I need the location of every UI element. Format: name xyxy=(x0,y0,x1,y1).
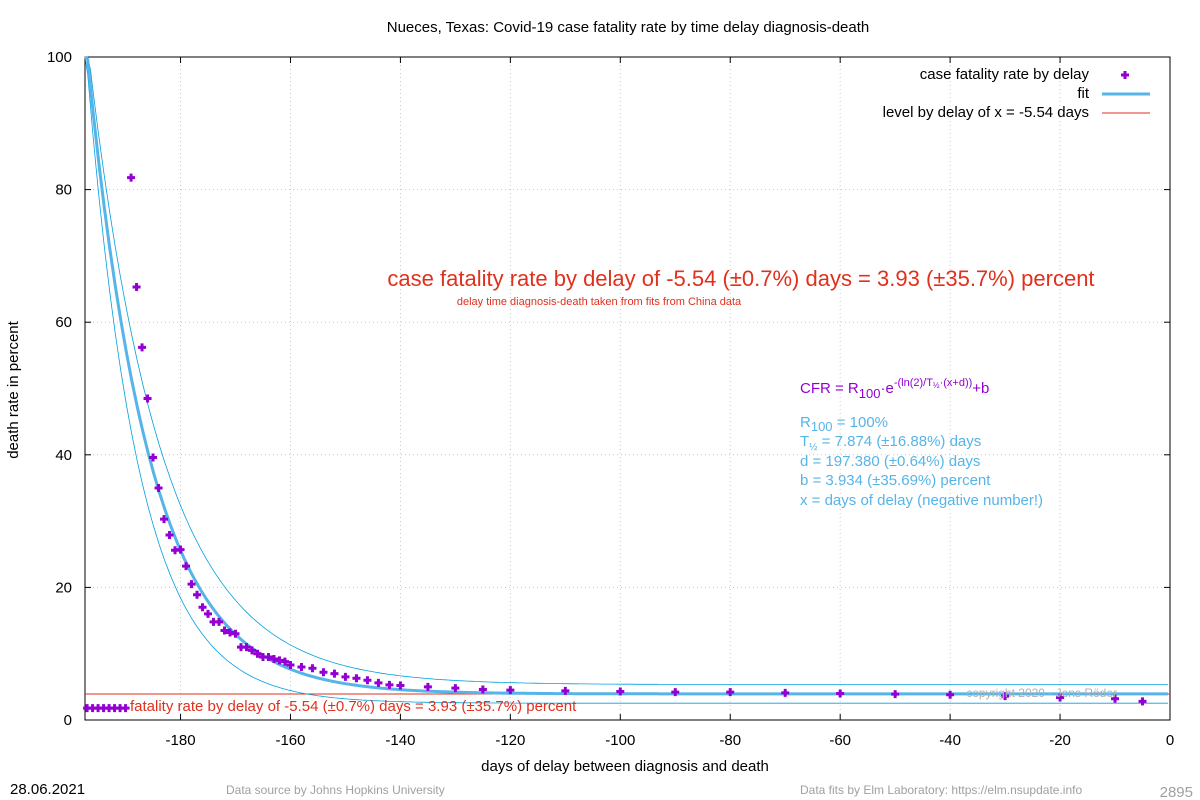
x-tick-label: -80 xyxy=(719,732,741,749)
param-b: b = 3.934 (±35.69%) percent xyxy=(800,472,991,489)
data-point xyxy=(220,626,229,635)
data-point xyxy=(363,676,372,685)
data-point xyxy=(1111,694,1120,703)
footer-date: 28.06.2021 xyxy=(10,781,85,798)
data-point xyxy=(160,515,169,524)
data-point xyxy=(121,704,130,713)
legend: case fatality rate by delay fit level by… xyxy=(883,66,1150,121)
data-point xyxy=(946,690,955,699)
data-point xyxy=(187,580,196,589)
data-point xyxy=(1138,697,1147,706)
footer-number: 2895 xyxy=(1160,784,1193,800)
data-point xyxy=(143,394,152,403)
data-point xyxy=(451,684,460,693)
legend-label-level: level by delay of x = -5.54 days xyxy=(883,104,1089,121)
data-point xyxy=(132,283,141,292)
y-tick-label: 0 xyxy=(64,712,72,729)
confidence-band-curve xyxy=(85,56,1168,685)
data-point xyxy=(726,688,735,697)
data-point xyxy=(781,688,790,697)
footer-source: Data source by Johns Hopkins University xyxy=(226,783,445,797)
data-point xyxy=(506,686,515,695)
footer-fits: Data fits by Elm Laboratory: https://elm… xyxy=(800,783,1082,797)
y-tick-label: 100 xyxy=(47,49,72,66)
confidence-band-curve xyxy=(84,56,1168,704)
confidence-bands xyxy=(84,56,1168,704)
data-point xyxy=(215,617,224,626)
data-point xyxy=(253,649,262,658)
data-point xyxy=(297,662,306,671)
data-point xyxy=(247,646,256,655)
data-point xyxy=(330,669,339,678)
x-tick-label: -180 xyxy=(166,732,196,749)
data-point xyxy=(891,690,900,699)
x-tick-label: -160 xyxy=(275,732,305,749)
data-point xyxy=(198,603,207,612)
data-point xyxy=(352,674,361,683)
x-axis-label: days of delay between diagnosis and deat… xyxy=(481,758,769,775)
x-tick-label: -20 xyxy=(1049,732,1071,749)
x-tick-label: -60 xyxy=(829,732,851,749)
headline-annotation: case fatality rate by delay of -5.54 (±0… xyxy=(387,266,1094,291)
data-point xyxy=(616,687,625,696)
legend-label-points: case fatality rate by delay xyxy=(920,66,1090,83)
param-x: x = days of delay (negative number!) xyxy=(800,492,1043,509)
x-tick-label: -40 xyxy=(939,732,961,749)
data-point xyxy=(671,688,680,697)
data-point xyxy=(1001,692,1010,701)
data-point xyxy=(308,664,317,673)
x-tick-label: -140 xyxy=(385,732,415,749)
data-point xyxy=(264,653,273,662)
plot-frame xyxy=(84,56,1171,721)
data-point xyxy=(176,545,185,554)
data-point xyxy=(561,686,570,695)
data-point xyxy=(182,562,191,571)
x-tick-label: -100 xyxy=(605,732,635,749)
y-tick-label: 40 xyxy=(55,447,72,464)
data-point xyxy=(193,590,202,599)
y-tick-label: 60 xyxy=(55,314,72,331)
data-point xyxy=(280,657,289,666)
data-point xyxy=(423,682,432,691)
data-point xyxy=(374,678,383,687)
param-r100: R100 = 100% xyxy=(800,414,888,434)
legend-label-fit: fit xyxy=(1077,85,1090,102)
data-point xyxy=(149,453,158,462)
y-tick-label: 20 xyxy=(55,579,72,596)
data-point xyxy=(341,672,350,681)
data-points xyxy=(83,173,1147,713)
param-d: d = 197.380 (±0.64%) days xyxy=(800,453,980,470)
grid-lines xyxy=(85,57,1170,720)
formula-text: CFR = R100·e-(ln(2)/T½·(x+d))+b xyxy=(800,377,989,401)
data-point xyxy=(385,680,394,689)
level-label: fatality rate by delay of -5.54 (±0.7%) … xyxy=(130,698,577,715)
param-thalf: T½ = 7.874 (±16.88%) days xyxy=(800,433,981,453)
data-point xyxy=(231,629,240,638)
chart-title: Nueces, Texas: Covid-19 case fatality ra… xyxy=(387,19,869,36)
tick-labels: -180 -160 -140 -120 -100 -80 -60 -40 -20 0 0 20 40 60… xyxy=(47,49,1174,749)
x-tick-label: 0 xyxy=(1166,732,1174,749)
data-point xyxy=(127,173,136,182)
data-point xyxy=(204,609,213,618)
data-point xyxy=(478,685,487,694)
data-point xyxy=(138,343,147,352)
x-tick-label: -120 xyxy=(495,732,525,749)
data-point xyxy=(286,660,295,669)
data-point xyxy=(319,668,328,677)
y-axis-label: death rate in percent xyxy=(5,320,22,458)
legend-point-marker xyxy=(1121,71,1129,79)
data-point xyxy=(1056,693,1065,702)
data-point xyxy=(242,643,251,652)
legend-swatch-points xyxy=(1121,71,1129,79)
copyright-text: copyright 2020 - Jens Röder xyxy=(966,686,1117,700)
data-point xyxy=(836,689,845,698)
y-tick-label: 80 xyxy=(55,182,72,199)
data-point xyxy=(154,483,163,492)
subline-annotation: delay time diagnosis-death taken from fi… xyxy=(457,296,742,308)
data-point xyxy=(396,681,405,690)
data-point xyxy=(165,531,174,540)
